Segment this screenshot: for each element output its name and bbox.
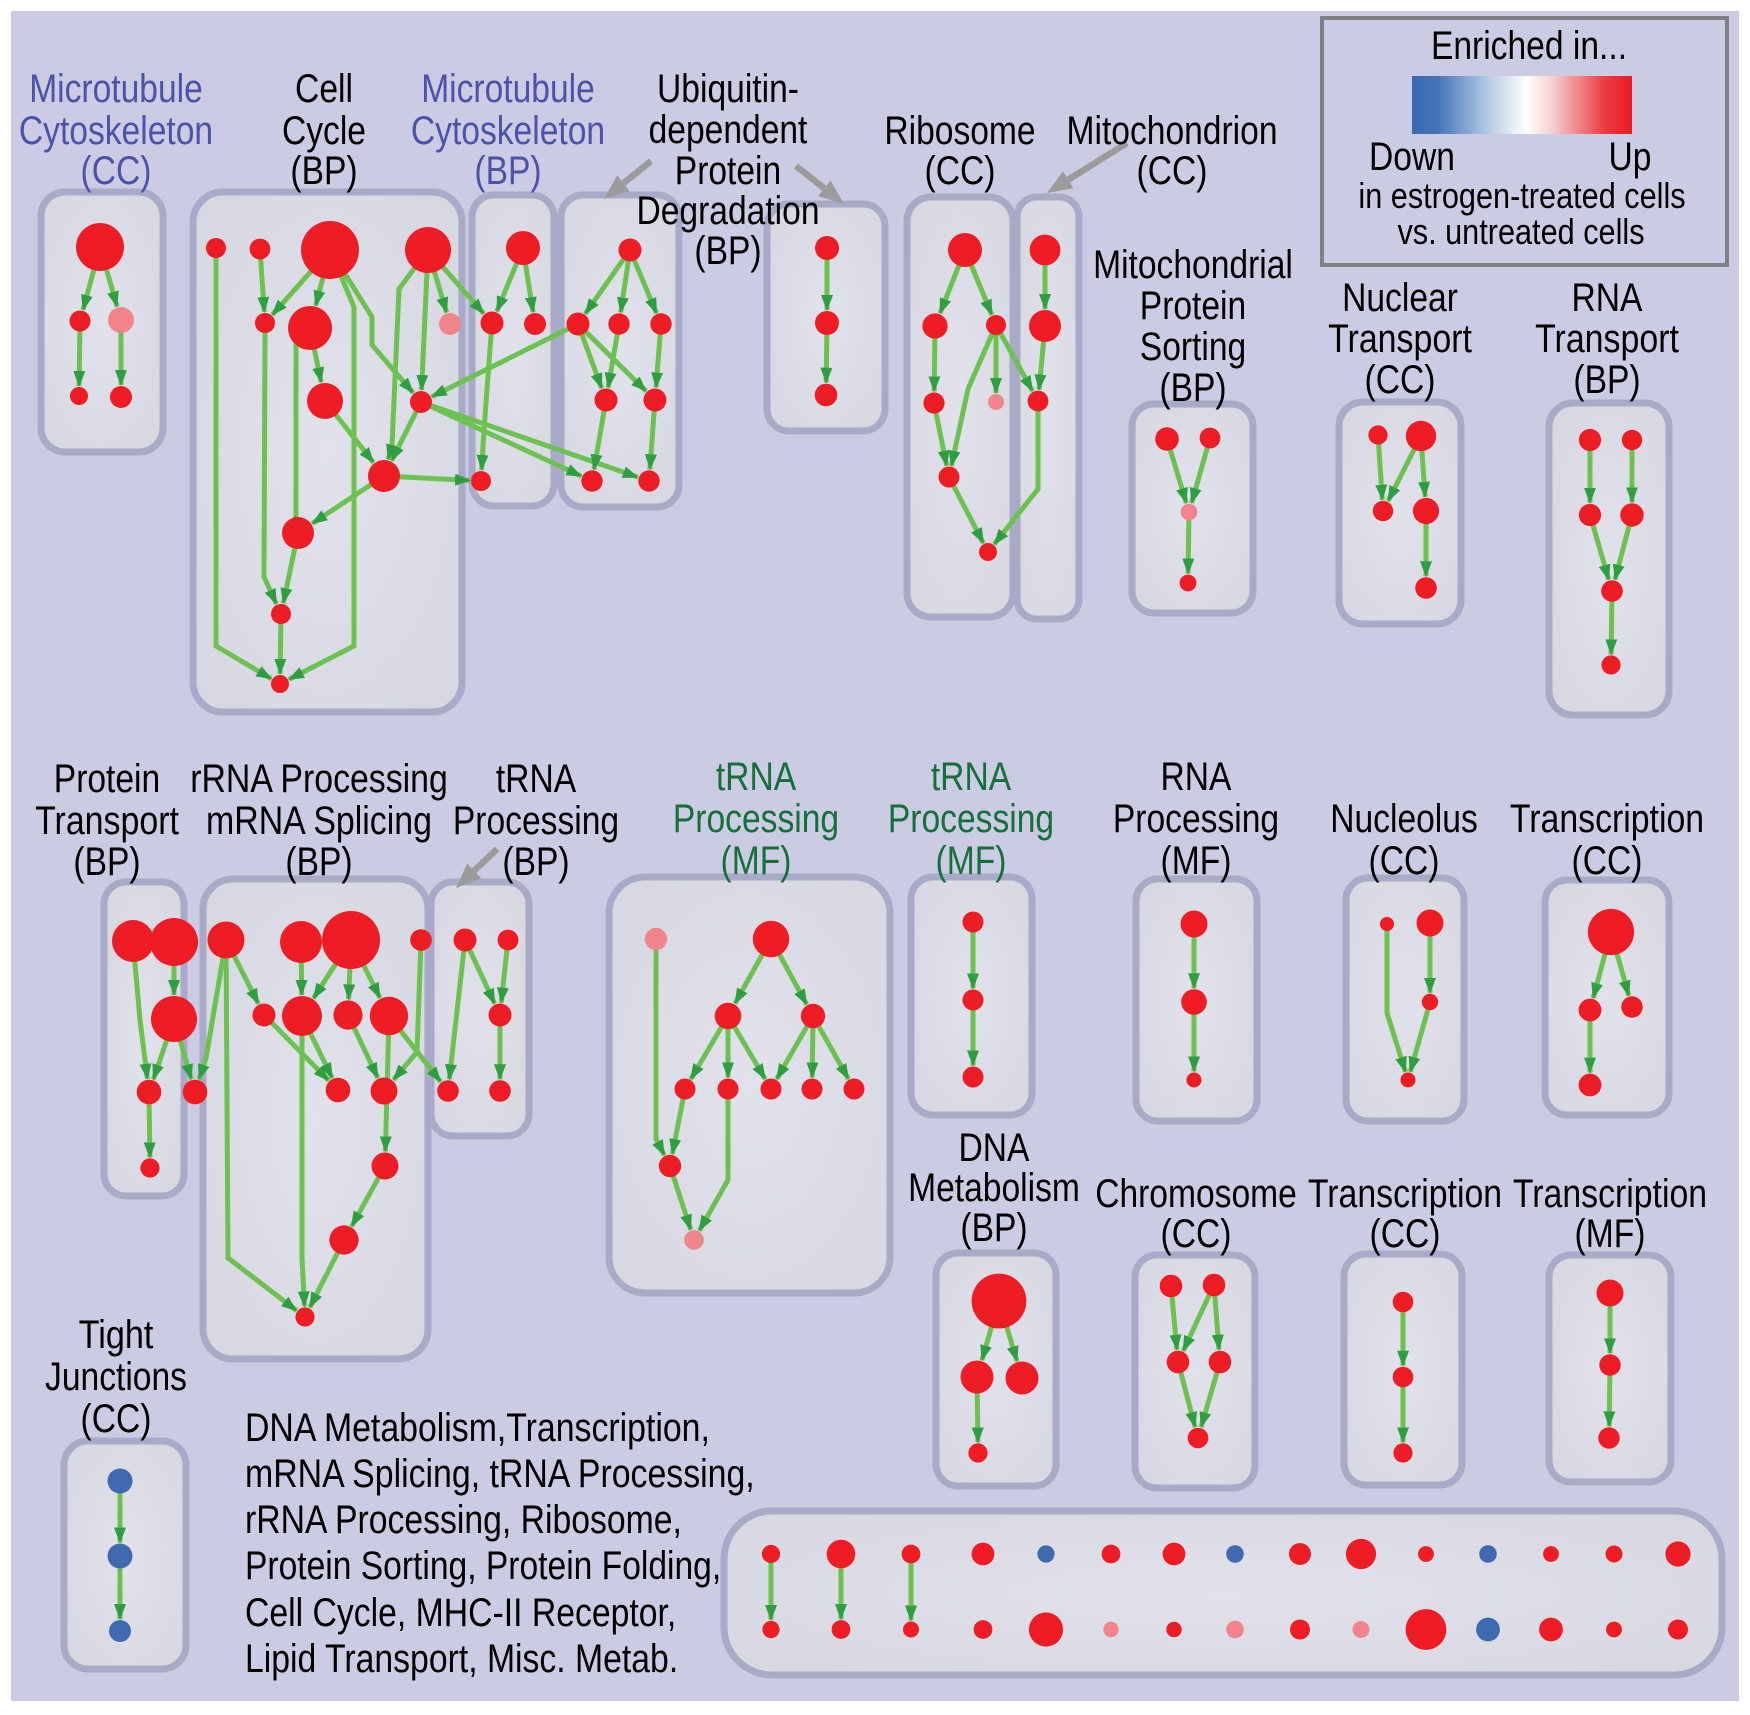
svg-text:(BP): (BP) [285,840,352,884]
svg-text:Degradation: Degradation [637,189,820,233]
svg-text:rRNA Processing: rRNA Processing [190,757,448,801]
svg-text:(BP): (BP) [960,1206,1027,1250]
svg-text:vs. untreated cells: vs. untreated cells [1397,211,1644,252]
svg-text:mRNA Splicing: mRNA Splicing [206,799,432,843]
svg-text:mRNA Splicing, tRNA Processing: mRNA Splicing, tRNA Processing, [245,1452,755,1496]
svg-text:Transcription: Transcription [1510,797,1704,841]
svg-text:Protein: Protein [54,757,160,801]
svg-text:Sorting: Sorting [1140,325,1246,369]
svg-text:Transport: Transport [1328,317,1472,361]
svg-text:Tight: Tight [79,1313,154,1357]
svg-text:(CC): (CC) [1572,839,1643,883]
svg-text:Transcription: Transcription [1513,1172,1707,1216]
svg-text:Processing: Processing [1113,797,1279,841]
svg-text:Metabolism: Metabolism [908,1166,1080,1210]
svg-text:Cell Cycle, MHC-II Receptor,: Cell Cycle, MHC-II Receptor, [245,1591,676,1635]
svg-text:(BP): (BP) [694,229,761,273]
svg-text:Down: Down [1369,135,1455,179]
svg-text:(CC): (CC) [1369,839,1440,883]
svg-text:Junctions: Junctions [45,1355,187,1399]
svg-text:Transport: Transport [1535,317,1679,361]
svg-text:Chromosome: Chromosome [1095,1172,1297,1216]
svg-text:tRNA: tRNA [931,755,1012,799]
svg-text:RNA: RNA [1572,276,1643,320]
svg-text:DNA Metabolism,Transcription,: DNA Metabolism,Transcription, [245,1406,710,1450]
svg-text:Mitochondrion: Mitochondrion [1067,109,1278,153]
svg-text:Cell: Cell [295,67,353,111]
svg-text:Mitochondrial: Mitochondrial [1093,243,1293,287]
svg-text:(CC): (CC) [81,149,152,193]
svg-text:rRNA Processing, Ribosome,: rRNA Processing, Ribosome, [245,1498,682,1542]
svg-text:Cytoskeleton: Cytoskeleton [411,109,605,153]
svg-text:Lipid Transport, Misc. Metab.: Lipid Transport, Misc. Metab. [245,1637,678,1681]
svg-text:Protein: Protein [1140,284,1246,328]
svg-text:Microtubule: Microtubule [421,67,595,111]
svg-text:Cycle: Cycle [282,109,366,153]
svg-text:Transcription: Transcription [1308,1172,1502,1216]
svg-text:(MF): (MF) [936,839,1007,883]
svg-text:(BP): (BP) [73,840,140,884]
svg-text:Nuclear: Nuclear [1342,276,1458,320]
svg-text:Processing: Processing [673,797,839,841]
svg-text:dependent: dependent [649,108,808,152]
svg-text:(CC): (CC) [1365,358,1436,402]
svg-text:(CC): (CC) [1161,1212,1232,1256]
svg-text:Protein Sorting, Protein Foldi: Protein Sorting, Protein Folding, [245,1544,721,1588]
svg-text:Protein: Protein [675,149,781,193]
svg-text:(BP): (BP) [290,149,357,193]
svg-text:Up: Up [1609,135,1652,179]
svg-text:(CC): (CC) [925,149,996,193]
svg-text:(BP): (BP) [502,840,569,884]
svg-text:tRNA: tRNA [716,755,797,799]
svg-text:Processing: Processing [453,799,619,843]
svg-text:(MF): (MF) [1161,839,1232,883]
svg-text:(CC): (CC) [1370,1212,1441,1256]
svg-text:(MF): (MF) [721,839,792,883]
svg-text:Enriched in...: Enriched in... [1431,24,1627,68]
svg-text:Ribosome: Ribosome [884,109,1035,153]
svg-text:(MF): (MF) [1575,1212,1646,1256]
svg-text:(CC): (CC) [1137,149,1208,193]
svg-text:(CC): (CC) [81,1397,152,1441]
svg-text:Nucleolus: Nucleolus [1330,797,1478,841]
svg-text:tRNA: tRNA [496,757,577,801]
svg-text:(BP): (BP) [1573,358,1640,402]
svg-text:Ubiquitin-: Ubiquitin- [657,67,799,111]
svg-text:Processing: Processing [888,797,1054,841]
svg-text:in estrogen-treated cells: in estrogen-treated cells [1358,175,1685,216]
svg-text:(BP): (BP) [1159,366,1226,410]
svg-text:(BP): (BP) [474,149,541,193]
svg-text:Cytoskeleton: Cytoskeleton [19,109,213,153]
svg-text:RNA: RNA [1161,755,1232,799]
svg-text:Microtubule: Microtubule [29,67,203,111]
svg-text:Transport: Transport [35,799,179,843]
svg-text:DNA: DNA [959,1126,1030,1170]
